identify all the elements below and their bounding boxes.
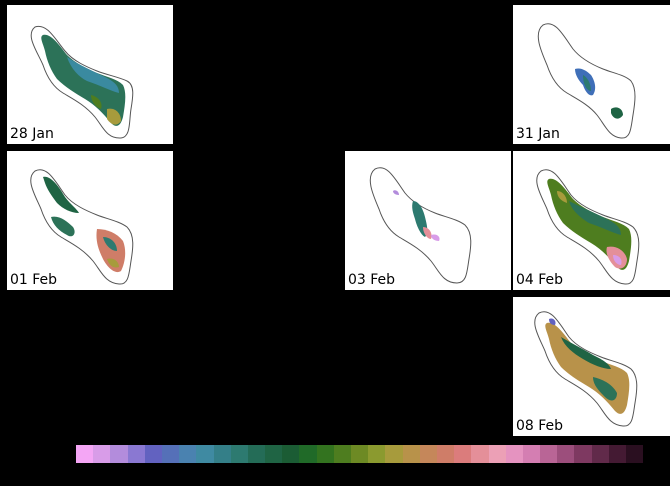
lake-map-03-feb [369,167,472,284]
colorbar-swatch [591,445,609,463]
colorbar-swatch [161,445,180,463]
colorbar-swatch [608,445,626,463]
colorbar-swatch [127,445,145,463]
colorbar-swatch [436,445,455,463]
colorbar-swatch [230,445,248,463]
lake-map-08-feb [534,311,638,427]
colorbar-swatch [522,445,541,463]
colorbar-swatch [316,445,334,463]
lake-map-28-jan [30,25,134,139]
colorbar-swatch [540,445,558,463]
colorbar [76,445,644,463]
colorbar-swatch [333,445,351,463]
colorbar-swatch [282,445,300,463]
colorbar-swatch [247,445,266,463]
colorbar-swatch [196,445,214,463]
colorbar-swatch [505,445,523,463]
lake-map-01-feb [30,169,134,285]
colorbar-swatch [626,445,644,463]
panel-08-feb: 08 Feb [513,297,670,436]
panel-31-jan: 31 Jan [513,5,670,144]
colorbar-swatch [488,445,506,463]
colorbar-swatch [299,445,317,463]
lake-map-04-feb [536,169,640,285]
colorbar-swatch [144,445,162,463]
colorbar-swatch [213,445,231,463]
colorbar-swatch [419,445,437,463]
colorbar-swatch [402,445,420,463]
colorbar-swatch [265,445,283,463]
panel-date-label: 28 Jan [10,126,54,142]
colorbar-swatch [557,445,575,463]
colorbar-swatch [385,445,403,463]
lake-map-31-jan [537,23,636,139]
colorbar-swatch [574,445,592,463]
panel-date-label: 01 Feb [10,272,58,288]
colorbar-swatch [110,445,128,463]
panel-date-label: 31 Jan [516,126,560,142]
panel-date-label: 03 Feb [348,272,396,288]
colorbar-swatch [368,445,386,463]
panel-04-feb: 04 Feb [513,151,670,290]
panel-01-feb: 01 Feb [7,151,173,290]
panel-date-label: 04 Feb [516,272,564,288]
panel-28-jan: 28 Jan [7,5,173,144]
colorbar-swatch [76,445,94,463]
colorbar-swatch [179,445,197,463]
colorbar-swatch [471,445,489,463]
colorbar-swatch [454,445,472,463]
colorbar-swatch [351,445,369,463]
panel-03-feb: 03 Feb [345,151,511,290]
colorbar-swatch [93,445,111,463]
panel-date-label: 08 Feb [516,418,564,434]
